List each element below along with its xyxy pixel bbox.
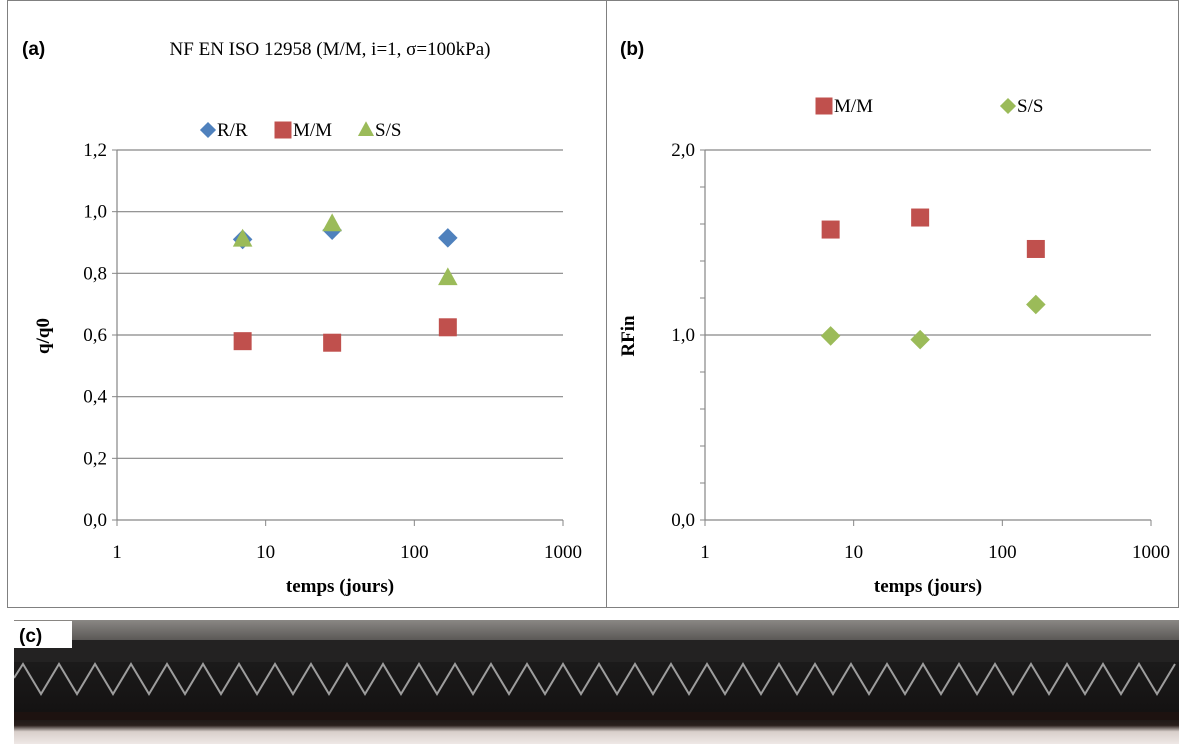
chart-b-point-m-m — [1026, 239, 1045, 258]
chart-b-legend-marker — [815, 97, 833, 115]
chart-b-legend-marker — [999, 97, 1017, 115]
chart-b-point-m-m — [821, 220, 840, 239]
chart-a-ytick-label: 0,2 — [83, 448, 107, 469]
chart-a-ytick-label: 0,6 — [83, 325, 107, 346]
chart-a-ytick-label: 1,2 — [83, 140, 107, 161]
chart-a-point-m-m — [323, 333, 342, 352]
panel-c-tag-box — [14, 621, 72, 648]
chart-b-legend-label: S/S — [1017, 96, 1043, 117]
panel-c-tag: (c) — [19, 626, 42, 647]
fabric-photo: (c) — [14, 620, 1179, 744]
fabric-photo-image: (c) — [14, 620, 1179, 744]
chart-a-ytick-label: 0,0 — [83, 510, 107, 531]
chart-a-legend-label: M/M — [293, 120, 332, 141]
chart-a-legend-marker — [199, 121, 217, 139]
chart-b-ylabel: RFin — [618, 315, 639, 357]
chart-b-legend-label: M/M — [834, 96, 873, 117]
chart-b-ytick-label: 2,0 — [671, 140, 695, 161]
panel-a-tag: (a) — [22, 39, 45, 60]
chart-a-point-s-s — [232, 228, 253, 247]
chart-b-ytick-label: 0,0 — [671, 510, 695, 531]
chart-b-xtick-label: 100 — [988, 542, 1017, 563]
chart-a-point-s-s — [438, 267, 458, 286]
chart-b-point-s-s — [1026, 294, 1046, 315]
chart-a-point-s-s — [322, 213, 342, 232]
chart-a-xtick-label: 10 — [256, 542, 275, 563]
chart-b-xlabel: temps (jours) — [874, 576, 982, 597]
chart-a-plot: 0,0 0,2 0,4 0,6 0,8 1,0 1,2 1 10 100 1000 R/R M/M S/S — [83, 120, 582, 563]
chart-a-ytick-label: 0,8 — [83, 263, 107, 284]
chart-a-xtick-label: 1 — [112, 542, 122, 563]
panel-b-tag: (b) — [620, 39, 644, 60]
chart-b-point-s-s — [820, 326, 841, 346]
chart-b-point-s-s — [910, 329, 930, 350]
chart-a-ytick-label: 0,4 — [83, 387, 107, 408]
chart-a-point-m-m — [233, 332, 252, 351]
chart-b-xtick-label: 1000 — [1132, 542, 1170, 563]
chart-b-xtick-label: 1 — [700, 542, 710, 563]
chart-a-legend-marker — [357, 121, 375, 136]
chart-a-ylabel: q/q0 — [33, 318, 54, 354]
chart-b-plot: 0,0 1,0 2,0 1 10 100 1000 M/M S/S — [671, 96, 1170, 563]
chart-a-xtick-label: 1000 — [544, 542, 582, 563]
chart-a-legend-label: S/S — [375, 120, 401, 141]
chart-b-xtick-label: 10 — [844, 542, 863, 563]
chart-a-point-r-r — [438, 228, 458, 248]
chart-a-point-m-m — [438, 318, 457, 337]
chart-b-ytick-label: 1,0 — [671, 325, 695, 346]
chart-a-legend-marker — [274, 121, 292, 139]
chart-a-xtick-label: 100 — [400, 542, 429, 563]
chart-a-legend-label: R/R — [217, 120, 248, 141]
chart-a-title: NF EN ISO 12958 (M/M, i=1, σ=100kPa) — [170, 39, 491, 60]
chart-a-xlabel: temps (jours) — [286, 576, 394, 597]
chart-a-ytick-label: 1,0 — [83, 202, 107, 223]
chart-b-point-m-m — [911, 208, 930, 227]
